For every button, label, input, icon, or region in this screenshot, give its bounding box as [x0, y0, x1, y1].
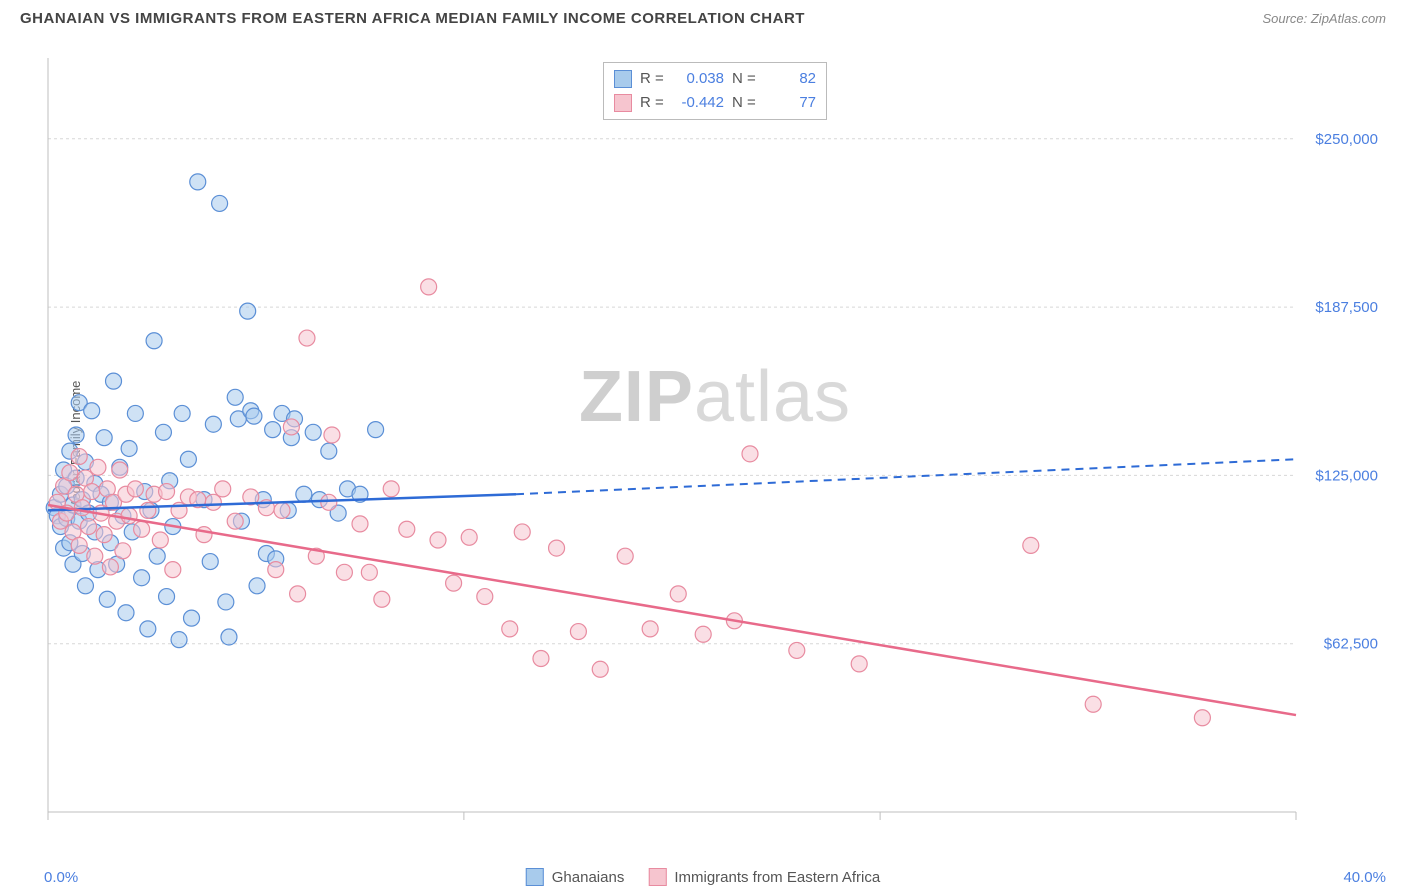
n-value-blue: 82	[766, 67, 816, 91]
legend-swatch-pink	[648, 868, 666, 886]
chart-area: $62,500$125,000$187,500$250,000 ZIPatlas…	[44, 48, 1386, 842]
scatter-plot-svg: $62,500 $125,000 $187,500 $250,000	[44, 48, 1386, 842]
correlation-stats-box: R = 0.038 N = 82 R = -0.442 N = 77	[603, 62, 827, 120]
svg-text:$62,500: $62,500	[1324, 636, 1378, 653]
source-attribution: Source: ZipAtlas.com	[1262, 11, 1386, 26]
swatch-blue	[614, 70, 632, 88]
x-axis-min-label: 0.0%	[44, 869, 78, 886]
chart-title: GHANAIAN VS IMMIGRANTS FROM EASTERN AFRI…	[20, 10, 805, 27]
r-value-pink: -0.442	[674, 91, 724, 115]
swatch-pink	[614, 94, 632, 112]
stats-row-pink: R = -0.442 N = 77	[614, 91, 816, 115]
legend-label-pink: Immigrants from Eastern Africa	[674, 869, 880, 886]
legend-item-pink: Immigrants from Eastern Africa	[648, 868, 880, 886]
stats-row-blue: R = 0.038 N = 82	[614, 67, 816, 91]
legend: Ghanaians Immigrants from Eastern Africa	[526, 868, 880, 886]
svg-text:$125,000: $125,000	[1315, 467, 1378, 484]
r-value-blue: 0.038	[674, 67, 724, 91]
legend-swatch-blue	[526, 868, 544, 886]
n-value-pink: 77	[766, 91, 816, 115]
legend-item-blue: Ghanaians	[526, 868, 625, 886]
svg-text:$187,500: $187,500	[1315, 299, 1378, 316]
svg-text:$250,000: $250,000	[1315, 131, 1378, 148]
legend-label-blue: Ghanaians	[552, 869, 625, 886]
x-axis-max-label: 40.0%	[1343, 869, 1386, 886]
